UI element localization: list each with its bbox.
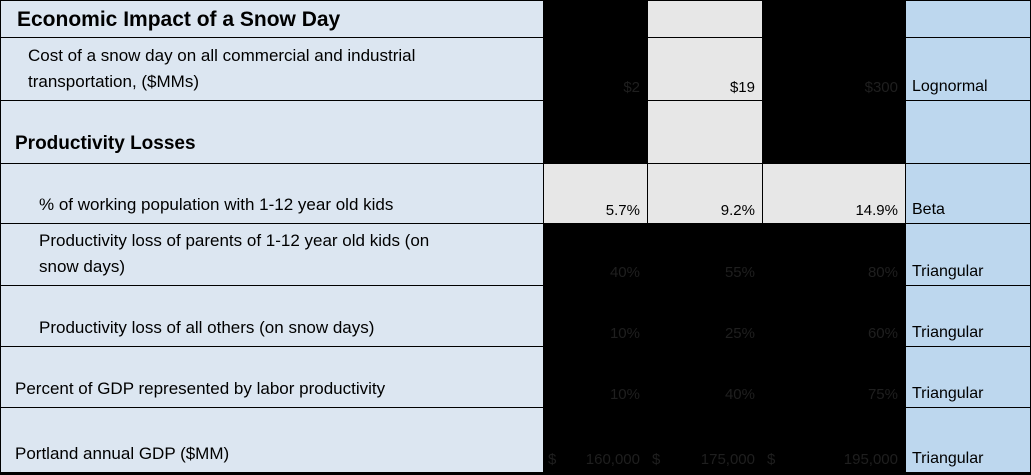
cell-parents-loss-distribution[interactable]: Triangular [906, 224, 1030, 285]
row-label-transport-cost[interactable]: Cost of a snow day on all commercial and… [1, 38, 543, 100]
cell-parents-loss-mid[interactable]: 55% [648, 224, 762, 285]
portland-gdp-high-value: 195,000 [843, 451, 898, 468]
cell-transport-cost-distribution[interactable]: Lognormal [906, 38, 1030, 100]
cell-portland-gdp-high[interactable]: $ 195,000 [763, 408, 905, 472]
cell-header-high[interactable] [763, 1, 905, 37]
cell-transport-cost-low[interactable]: $2 [544, 38, 647, 100]
cell-others-loss-low[interactable]: 10% [544, 286, 647, 346]
cell-header-distribution[interactable] [906, 1, 1030, 37]
currency-symbol: $ [767, 451, 776, 468]
portland-gdp-mid-value: 175,000 [700, 451, 755, 468]
cell-others-loss-high[interactable]: 60% [763, 286, 905, 346]
cell-working-population-low[interactable]: 5.7% [544, 164, 647, 223]
cell-working-population-mid[interactable]: 9.2% [648, 164, 762, 223]
row-label-gdp-labor-share[interactable]: Percent of GDP represented by labor prod… [1, 347, 543, 407]
cell-gdp-labor-low[interactable]: 10% [544, 347, 647, 407]
cell-gdp-labor-mid[interactable]: 40% [648, 347, 762, 407]
cell-others-loss-mid[interactable]: 25% [648, 286, 762, 346]
cell-portland-gdp-mid[interactable]: $ 175,000 [648, 408, 762, 472]
page-title: Economic Impact of a Snow Day [1, 1, 543, 37]
cell-gdp-labor-high[interactable]: 75% [763, 347, 905, 407]
portland-gdp-low-value: 160,000 [585, 451, 640, 468]
cell-working-population-high[interactable]: 14.9% [763, 164, 905, 223]
cell-parents-loss-high[interactable]: 80% [763, 224, 905, 285]
cell-section-high[interactable] [763, 101, 905, 163]
cell-portland-gdp-distribution[interactable]: Triangular [906, 408, 1030, 472]
cell-transport-cost-high[interactable]: $300 [763, 38, 905, 100]
cell-section-low[interactable] [544, 101, 647, 163]
cell-header-mid[interactable] [648, 1, 762, 37]
cell-working-population-distribution[interactable]: Beta [906, 164, 1030, 223]
cell-portland-gdp-low[interactable]: $ 160,000 [544, 408, 647, 472]
cell-header-low[interactable] [544, 1, 647, 37]
cell-others-loss-distribution[interactable]: Triangular [906, 286, 1030, 346]
cell-section-distribution[interactable] [906, 101, 1030, 163]
row-label-portland-gdp[interactable]: Portland annual GDP ($MM) [1, 408, 543, 472]
section-header-productivity-losses: Productivity Losses [1, 101, 543, 163]
row-label-others-loss[interactable]: Productivity loss of all others (on snow… [1, 286, 543, 346]
cell-transport-cost-mid[interactable]: $19 [648, 38, 762, 100]
currency-symbol: $ [652, 451, 661, 468]
currency-symbol: $ [548, 451, 557, 468]
cell-gdp-labor-distribution[interactable]: Triangular [906, 347, 1030, 407]
row-label-parents-loss[interactable]: Productivity loss of parents of 1-12 yea… [1, 224, 543, 285]
cell-section-mid[interactable] [648, 101, 762, 163]
row-label-working-population-kids[interactable]: % of working population with 1-12 year o… [1, 164, 543, 223]
cell-parents-loss-low[interactable]: 40% [544, 224, 647, 285]
